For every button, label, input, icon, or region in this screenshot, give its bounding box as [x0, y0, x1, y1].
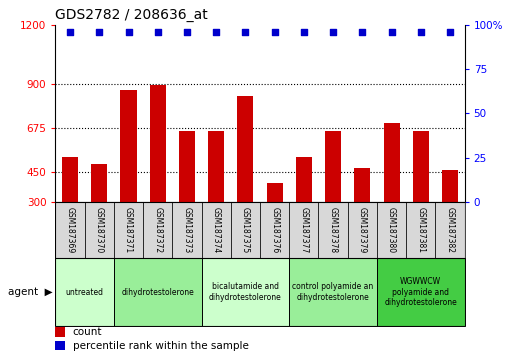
Text: agent  ▶: agent ▶: [8, 287, 53, 297]
Bar: [62, 156, 78, 202]
Bar: [377, 258, 465, 326]
Text: GSM187381: GSM187381: [416, 207, 425, 253]
Text: GSM187382: GSM187382: [446, 207, 455, 253]
Text: WGWWCW
polyamide and
dihydrotestolerone: WGWWCW polyamide and dihydrotestolerone: [384, 277, 457, 307]
Text: GDS2782 / 208636_at: GDS2782 / 208636_at: [55, 8, 208, 22]
Bar: [114, 202, 143, 258]
Bar: [442, 170, 458, 202]
Bar: [208, 131, 224, 202]
Point: [329, 29, 337, 34]
Bar: [383, 123, 400, 202]
Bar: [238, 96, 253, 202]
Text: GSM187376: GSM187376: [270, 207, 279, 253]
Bar: [354, 169, 370, 202]
Text: GSM187370: GSM187370: [95, 207, 104, 253]
Bar: [55, 202, 84, 258]
Point: [300, 29, 308, 34]
Bar: [318, 202, 348, 258]
Bar: [289, 202, 318, 258]
Point: [388, 29, 396, 34]
Bar: [325, 131, 341, 202]
Text: GSM187380: GSM187380: [387, 207, 396, 253]
Bar: [120, 90, 137, 202]
Point: [241, 29, 250, 34]
Bar: [84, 202, 114, 258]
Bar: [231, 202, 260, 258]
Text: GSM187377: GSM187377: [299, 207, 308, 253]
Text: percentile rank within the sample: percentile rank within the sample: [73, 341, 249, 350]
Bar: [114, 258, 202, 326]
Text: GSM187375: GSM187375: [241, 207, 250, 253]
Bar: [436, 202, 465, 258]
Bar: [202, 258, 289, 326]
Bar: [260, 202, 289, 258]
Text: GSM187373: GSM187373: [183, 207, 192, 253]
Bar: [143, 202, 172, 258]
Text: GSM187372: GSM187372: [153, 207, 162, 253]
Point: [212, 29, 220, 34]
Bar: [296, 156, 312, 202]
Bar: [289, 258, 377, 326]
Text: dihydrotestolerone: dihydrotestolerone: [121, 287, 194, 297]
Text: GSM187379: GSM187379: [358, 207, 367, 253]
Point: [66, 29, 74, 34]
Bar: [406, 202, 436, 258]
Text: count: count: [73, 327, 102, 337]
Bar: [202, 202, 231, 258]
Bar: [150, 85, 166, 202]
Point: [417, 29, 425, 34]
Text: bicalutamide and
dihydrotestolerone: bicalutamide and dihydrotestolerone: [209, 282, 282, 302]
Point: [358, 29, 366, 34]
Bar: [55, 341, 65, 350]
Point: [124, 29, 133, 34]
Bar: [179, 131, 195, 202]
Text: control polyamide an
dihydrotestolerone: control polyamide an dihydrotestolerone: [293, 282, 374, 302]
Bar: [55, 258, 114, 326]
Bar: [267, 183, 282, 202]
Text: GSM187369: GSM187369: [65, 207, 74, 253]
Point: [154, 29, 162, 34]
Bar: [91, 164, 107, 202]
Point: [95, 29, 103, 34]
Bar: [172, 202, 202, 258]
Point: [446, 29, 454, 34]
Bar: [348, 202, 377, 258]
Text: GSM187371: GSM187371: [124, 207, 133, 253]
Text: GSM187374: GSM187374: [212, 207, 221, 253]
Bar: [377, 202, 406, 258]
Point: [183, 29, 191, 34]
Text: untreated: untreated: [65, 287, 103, 297]
Bar: [413, 131, 429, 202]
Point: [270, 29, 279, 34]
Bar: [55, 327, 65, 337]
Text: GSM187378: GSM187378: [328, 207, 337, 253]
